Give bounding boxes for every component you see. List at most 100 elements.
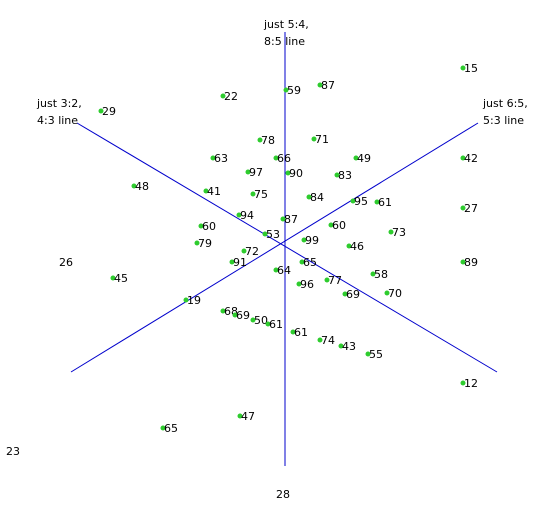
- point-label: 69: [346, 288, 360, 301]
- point-marker: [131, 183, 137, 189]
- lattice-point: 89: [460, 256, 478, 269]
- point-label: 12: [464, 377, 478, 390]
- lattice-point: 60: [328, 219, 346, 232]
- lattice-point: 65: [160, 422, 178, 435]
- point-label: 87: [321, 79, 335, 92]
- point-marker: [160, 425, 166, 431]
- point-label: 47: [241, 410, 255, 423]
- point-label: 19: [187, 294, 201, 307]
- point-marker: [220, 308, 226, 314]
- point-marker: [338, 343, 344, 349]
- plain-label: 28: [276, 488, 290, 501]
- lattice-point: 12: [460, 377, 478, 390]
- point-marker: [98, 108, 104, 114]
- point-label: 55: [369, 348, 383, 361]
- point-label: 91: [233, 256, 247, 269]
- point-marker: [250, 317, 256, 323]
- point-marker: [280, 216, 286, 222]
- lattice-point: 78: [257, 134, 275, 147]
- lattice-point: 91: [229, 256, 247, 269]
- lattice-point: 73: [388, 226, 406, 239]
- point-label: 60: [202, 220, 216, 233]
- point-marker: [324, 277, 330, 283]
- lattice-point: 75: [250, 188, 268, 201]
- point-marker: [353, 155, 359, 161]
- point-marker: [229, 259, 235, 265]
- lattice-point: 96: [296, 278, 314, 291]
- point-marker: [460, 380, 466, 386]
- lattice-point: 84: [306, 191, 324, 204]
- point-label: 22: [224, 90, 238, 103]
- lattice-point: 65: [299, 256, 317, 269]
- line-labels: just 5:4, 8:5 line just 3:2, 4:3 line ju…: [36, 18, 528, 127]
- lattice-point: 46: [346, 240, 364, 253]
- point-label: 15: [464, 62, 478, 75]
- point-label: 84: [310, 191, 324, 204]
- lattice-point: 55: [365, 348, 383, 361]
- point-label: 87: [284, 213, 298, 226]
- point-label: 42: [464, 152, 478, 165]
- point-label: 66: [277, 152, 291, 165]
- lattice-point: 97: [245, 166, 263, 179]
- point-label: 50: [254, 314, 268, 327]
- point-marker: [198, 223, 204, 229]
- point-marker: [328, 222, 334, 228]
- lattice-point: 22: [220, 90, 238, 103]
- lattice-point: 42: [460, 152, 478, 165]
- point-label: 63: [214, 152, 228, 165]
- lattice-point: 69: [342, 288, 360, 301]
- right-diagonal-line: [70, 122, 479, 373]
- point-marker: [296, 281, 302, 287]
- point-label: 49: [357, 152, 371, 165]
- point-label: 71: [315, 133, 329, 146]
- point-label: 60: [332, 219, 346, 232]
- point-marker: [273, 155, 279, 161]
- point-marker: [350, 198, 356, 204]
- plain-label: 23: [6, 445, 20, 458]
- lattice-point: 77: [324, 274, 342, 287]
- lattice-point: 63: [210, 152, 228, 165]
- point-label: 29: [102, 105, 116, 118]
- lattice-point: 53: [262, 228, 280, 241]
- point-marker: [290, 329, 296, 335]
- point-marker: [346, 243, 352, 249]
- point-marker: [285, 170, 291, 176]
- lattice-point: 72: [241, 245, 259, 258]
- vertical-line-label-1: just 5:4,: [263, 18, 309, 31]
- point-marker: [370, 271, 376, 277]
- lattice-point: 87: [317, 79, 335, 92]
- lattice-point: 45: [110, 272, 128, 285]
- lattice-point: 66: [273, 152, 291, 165]
- point-marker: [365, 351, 371, 357]
- point-label: 72: [245, 245, 259, 258]
- point-marker: [183, 297, 189, 303]
- lattice-point: 27: [460, 202, 478, 215]
- point-marker: [262, 231, 268, 237]
- point-marker: [283, 87, 289, 93]
- lattice-point: 59: [283, 84, 301, 97]
- lattice-point: 29: [98, 105, 116, 118]
- lattice-point: 15: [460, 62, 478, 75]
- point-marker: [306, 194, 312, 200]
- lattice-point: 94: [236, 209, 254, 222]
- right-line-label-1: just 6:5,: [482, 97, 528, 110]
- point-marker: [388, 229, 394, 235]
- lattice-point: 58: [370, 268, 388, 281]
- lattice-point: 90: [285, 167, 303, 180]
- point-label: 27: [464, 202, 478, 215]
- point-label: 94: [240, 209, 254, 222]
- point-marker: [203, 188, 209, 194]
- point-marker: [460, 155, 466, 161]
- lattice-point: 60: [198, 220, 216, 233]
- point-label: 46: [350, 240, 364, 253]
- point-label: 61: [378, 196, 392, 209]
- lattice-point: 64: [273, 264, 291, 277]
- lattice-point: 99: [301, 234, 319, 247]
- point-marker: [273, 267, 279, 273]
- point-label: 73: [392, 226, 406, 239]
- point-marker: [245, 169, 251, 175]
- point-marker: [220, 93, 226, 99]
- point-label: 75: [254, 188, 268, 201]
- point-marker: [257, 137, 263, 143]
- point-label: 96: [300, 278, 314, 291]
